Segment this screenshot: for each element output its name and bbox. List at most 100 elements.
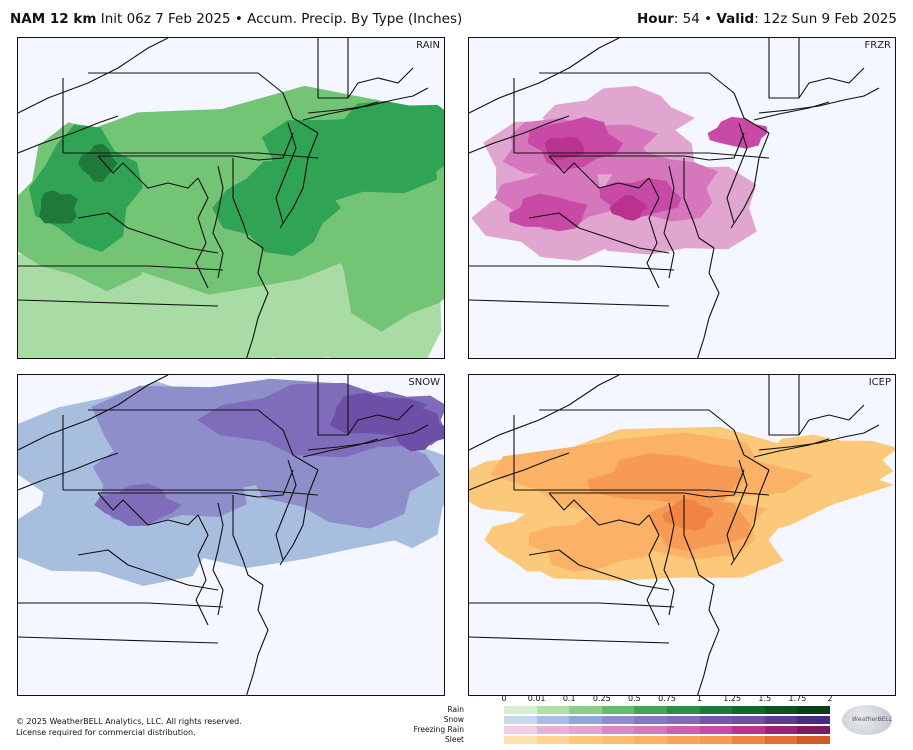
map-boundary (63, 152, 319, 159)
hour-label: Hour (637, 11, 674, 27)
precip-area-mid (329, 151, 444, 332)
legend-swatch (569, 736, 602, 744)
product-name: Accum. Precip. By Type (Inches) (247, 11, 463, 27)
map-boundary (708, 469, 745, 498)
header-title: NAM 12 km Init 06z 7 Feb 2025 • Accum. P… (10, 11, 462, 27)
map-boundary (697, 247, 720, 358)
map-boundary (768, 375, 865, 436)
legend-swatch (732, 736, 765, 744)
legend-swatch (797, 736, 830, 744)
map-canvas (18, 38, 444, 358)
map-boundary (257, 469, 294, 498)
map-boundary (246, 247, 269, 358)
map-boundary (683, 495, 715, 586)
legend-swatch (536, 706, 570, 714)
map-boundary (18, 115, 119, 154)
legend-swatch (732, 706, 765, 714)
map-boundary (317, 38, 414, 99)
precip-area-dark (509, 193, 588, 232)
map-canvas (469, 38, 880, 358)
precip-area-mid (528, 519, 654, 572)
map-panel-icep: ICEP (468, 374, 896, 696)
map-boundary (730, 132, 770, 229)
map-boundary (18, 452, 119, 491)
legend-swatch (666, 736, 700, 744)
map-boundary (753, 101, 830, 121)
legend-swatch (634, 706, 667, 714)
map-boundary (646, 514, 660, 626)
map-boundary (469, 452, 570, 491)
map-boundary (98, 155, 259, 161)
legend-swatch (732, 726, 765, 734)
legend-swatch (764, 716, 798, 724)
map-boundary (246, 584, 269, 695)
map-boundary (195, 514, 209, 626)
map-boundary (469, 299, 670, 307)
map-boundary (528, 212, 670, 254)
map-boundary (63, 489, 319, 496)
legend-row-label: Rain (447, 705, 464, 714)
legend-swatch (504, 726, 537, 734)
map-canvas (18, 375, 444, 695)
panel-label: SNOW (408, 377, 440, 388)
map-boundary (279, 469, 319, 566)
map-boundary (469, 602, 675, 608)
map-boundary (646, 177, 660, 289)
map-boundary (730, 469, 770, 566)
logo-text: WeatherBELL (852, 716, 893, 723)
legend-color-bar (504, 716, 830, 724)
map-boundary (663, 165, 675, 279)
map-boundary (758, 87, 880, 114)
legend-swatch (797, 706, 830, 714)
legend-tick-label: 1.75 (788, 694, 807, 703)
legend-row-label: Snow (443, 715, 464, 724)
map-boundary (275, 122, 297, 224)
legend-tick-label: 0.75 (658, 694, 676, 703)
legend-swatch (666, 716, 700, 724)
valid-label: Valid (716, 11, 755, 27)
legend-swatch (504, 716, 537, 724)
panel-label: ICEP (868, 377, 891, 388)
map-boundary (708, 132, 745, 161)
legend-swatch (569, 726, 602, 734)
legend-swatch (601, 716, 635, 724)
map-boundary (212, 502, 224, 616)
legend-swatch (601, 706, 635, 714)
precip-legend: 0 0.01 0.1 0.25 0.5 0.75 1 1.25 1.5 1.75 2 Rain Sno… (410, 694, 850, 750)
legend-color-bar (504, 736, 830, 744)
precip-area-darkest (609, 195, 648, 221)
license-line: License required for commercial distribu… (16, 728, 196, 737)
legend-swatch (536, 726, 570, 734)
map-boundary (726, 459, 748, 561)
map-canvas (469, 375, 895, 695)
map-boundary (302, 438, 379, 458)
legend-swatch (601, 736, 635, 744)
map-boundary (195, 177, 209, 289)
weatherbell-logo-icon (842, 705, 892, 735)
legend-swatch (699, 716, 733, 724)
panel-label: FRZR (864, 40, 892, 51)
map-boundary (279, 132, 319, 229)
legend-swatch (569, 716, 602, 724)
legend-swatch (764, 736, 798, 744)
legend-swatch (536, 736, 570, 744)
map-boundary (18, 636, 219, 644)
legend-swatch (764, 706, 798, 714)
map-boundary (97, 492, 199, 526)
map-boundary (18, 375, 169, 451)
map-boundary (257, 132, 294, 161)
legend-swatch (634, 716, 667, 724)
map-boundary (663, 502, 675, 616)
map-boundary (88, 72, 319, 134)
legend-swatch (536, 716, 570, 724)
legend-swatch (504, 736, 537, 744)
header-valid: Hour: 54 • Valid: 12z Sun 9 Feb 2025 (637, 11, 897, 27)
precip-area-darkest (662, 499, 714, 531)
map-boundary (549, 492, 710, 498)
map-boundary (514, 152, 770, 159)
map-boundary (697, 584, 720, 695)
precip-area-darkest (38, 190, 78, 224)
map-panel-rain: RAIN (17, 37, 445, 359)
legend-tick-label: 0 (501, 694, 507, 703)
map-boundary (514, 489, 770, 496)
